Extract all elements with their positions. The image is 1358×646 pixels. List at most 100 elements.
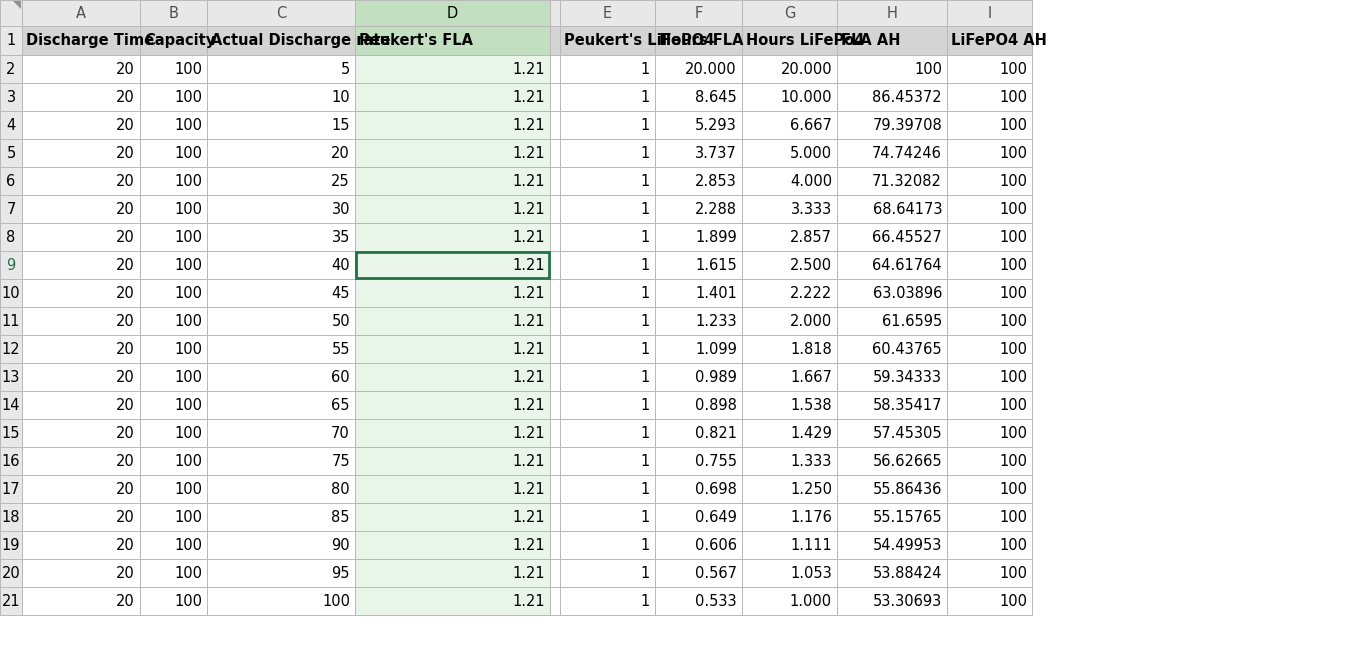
Text: 1: 1 [641, 118, 650, 132]
Bar [837, 531, 947, 559]
Text: 100: 100 [174, 90, 202, 105]
Text: 71.32082: 71.32082 [872, 174, 942, 189]
Bar [140, 587, 206, 615]
Text: 0.606: 0.606 [695, 537, 737, 552]
Text: 10: 10 [331, 90, 350, 105]
Bar [0, 335, 22, 363]
Bar [837, 167, 947, 195]
Text: 100: 100 [999, 453, 1027, 468]
Bar [22, 111, 140, 139]
Bar [741, 111, 837, 139]
Bar [550, 139, 559, 167]
Bar [206, 195, 354, 223]
Bar [947, 279, 1032, 307]
Text: 100: 100 [174, 202, 202, 216]
Bar [559, 587, 655, 615]
Text: 3: 3 [7, 90, 15, 105]
Text: 3.333: 3.333 [790, 202, 832, 216]
Bar [559, 55, 655, 83]
Text: 1: 1 [641, 258, 650, 273]
Text: 1: 1 [641, 61, 650, 76]
Bar [354, 223, 550, 251]
Text: 1.21: 1.21 [512, 61, 545, 76]
Text: 100: 100 [174, 594, 202, 609]
Text: 100: 100 [999, 370, 1027, 384]
Bar [0, 83, 22, 111]
Bar [22, 279, 140, 307]
Text: 2.500: 2.500 [790, 258, 832, 273]
Bar [550, 447, 559, 475]
Bar [655, 195, 741, 223]
Bar [559, 307, 655, 335]
Text: 1.21: 1.21 [512, 565, 545, 581]
Bar [550, 279, 559, 307]
Text: 17: 17 [1, 481, 20, 497]
Text: 45: 45 [331, 286, 350, 300]
Text: 100: 100 [999, 537, 1027, 552]
Bar [655, 307, 741, 335]
Text: 20: 20 [117, 229, 134, 244]
Bar [947, 503, 1032, 531]
Bar [206, 83, 354, 111]
Bar [0, 26, 22, 55]
Text: 20: 20 [117, 481, 134, 497]
Text: 100: 100 [999, 61, 1027, 76]
Text: 1.250: 1.250 [790, 481, 832, 497]
Bar [741, 26, 837, 55]
Text: G: G [784, 6, 796, 21]
Text: 55: 55 [331, 342, 350, 357]
Text: 1.099: 1.099 [695, 342, 737, 357]
Text: 90: 90 [331, 537, 350, 552]
Bar [837, 111, 947, 139]
Text: Peukert's LiFePO4: Peukert's LiFePO4 [564, 33, 714, 48]
Text: 1.333: 1.333 [790, 453, 832, 468]
Bar [354, 391, 550, 419]
Bar [741, 251, 837, 279]
Text: 0.898: 0.898 [695, 397, 737, 413]
Bar [947, 363, 1032, 391]
Bar [22, 475, 140, 503]
Bar [837, 139, 947, 167]
Text: 79.39708: 79.39708 [872, 118, 942, 132]
Bar [741, 447, 837, 475]
Bar [655, 391, 741, 419]
Text: 3.737: 3.737 [695, 145, 737, 160]
Bar [741, 587, 837, 615]
Text: 1.401: 1.401 [695, 286, 737, 300]
Text: 1.21: 1.21 [512, 481, 545, 497]
Bar [550, 363, 559, 391]
Bar [947, 391, 1032, 419]
Text: 1.21: 1.21 [512, 258, 545, 273]
Bar [0, 475, 22, 503]
Text: 4: 4 [7, 118, 16, 132]
Text: 20: 20 [117, 370, 134, 384]
Text: 95: 95 [331, 565, 350, 581]
Bar [550, 167, 559, 195]
Bar [206, 531, 354, 559]
Bar [22, 195, 140, 223]
Text: 59.34333: 59.34333 [873, 370, 942, 384]
Bar [837, 55, 947, 83]
Bar [354, 531, 550, 559]
Text: 1.000: 1.000 [790, 594, 832, 609]
Text: 100: 100 [999, 258, 1027, 273]
Text: 86.45372: 86.45372 [872, 90, 942, 105]
Text: 1: 1 [641, 594, 650, 609]
Text: Capacity: Capacity [144, 33, 216, 48]
Text: 74.74246: 74.74246 [872, 145, 942, 160]
Bar [559, 83, 655, 111]
Text: 1.21: 1.21 [512, 426, 545, 441]
Text: 1.21: 1.21 [512, 202, 545, 216]
Bar [140, 307, 206, 335]
Text: 1: 1 [7, 33, 16, 48]
Bar [354, 0, 550, 26]
Text: 13: 13 [1, 370, 20, 384]
Bar [559, 447, 655, 475]
Text: 100: 100 [174, 453, 202, 468]
Text: 100: 100 [999, 342, 1027, 357]
Text: 20: 20 [117, 202, 134, 216]
Bar [140, 26, 206, 55]
Bar [354, 307, 550, 335]
Bar [559, 26, 655, 55]
Text: 9: 9 [7, 258, 16, 273]
